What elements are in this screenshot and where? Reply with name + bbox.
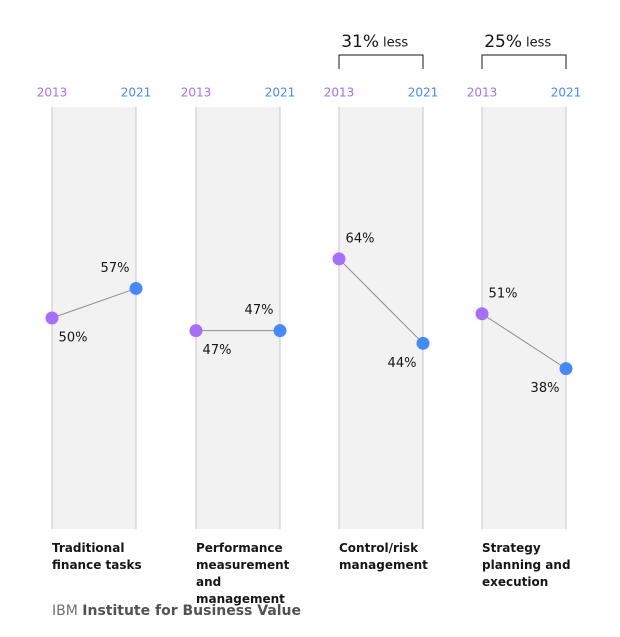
category-title: Traditional finance tasks: [52, 541, 142, 572]
point: [559, 362, 573, 376]
slope-line: [51, 287, 137, 319]
annotation-text: less: [526, 36, 551, 51]
value-label: 57%: [101, 261, 130, 276]
value-label: 51%: [489, 286, 518, 301]
annotation-value: 31%: [341, 32, 379, 52]
category-title: Performance measurement and management: [196, 541, 290, 606]
band: [196, 107, 280, 529]
point: [475, 307, 489, 321]
footer: IBM Institute for Business Value: [52, 603, 301, 619]
point: [129, 281, 143, 295]
annotation-value: 25%: [484, 32, 522, 52]
band: [52, 107, 136, 529]
point: [45, 311, 59, 325]
year-label: 2013: [467, 86, 498, 100]
value-label: 44%: [388, 356, 417, 371]
year-label: 2013: [324, 86, 355, 100]
slope-line: [338, 258, 424, 344]
footer-brand: IBM: [52, 603, 78, 619]
year-label: 2013: [181, 86, 212, 100]
category-title: Control/risk management: [339, 541, 428, 572]
value-label: 47%: [245, 303, 274, 318]
year-label: 2013: [37, 86, 68, 100]
value-label: 47%: [203, 343, 232, 358]
point: [416, 336, 430, 350]
bracket: [481, 54, 567, 69]
point: [332, 252, 346, 266]
value-label: 64%: [346, 231, 375, 246]
year-label: 2021: [121, 86, 152, 100]
category-title: Strategy planning and execution: [482, 541, 571, 589]
annotation-text: less: [383, 36, 408, 51]
point: [273, 324, 287, 338]
point: [189, 324, 203, 338]
band: [482, 107, 566, 529]
value-label: 50%: [59, 331, 88, 346]
band: [339, 107, 423, 529]
footer-org: Institute for Business Value: [82, 603, 302, 619]
value-label: 38%: [531, 381, 560, 396]
year-label: 2021: [265, 86, 296, 100]
bracket: [338, 54, 424, 69]
year-label: 2021: [551, 86, 582, 100]
year-label: 2021: [408, 86, 439, 100]
slope-line: [481, 313, 567, 370]
